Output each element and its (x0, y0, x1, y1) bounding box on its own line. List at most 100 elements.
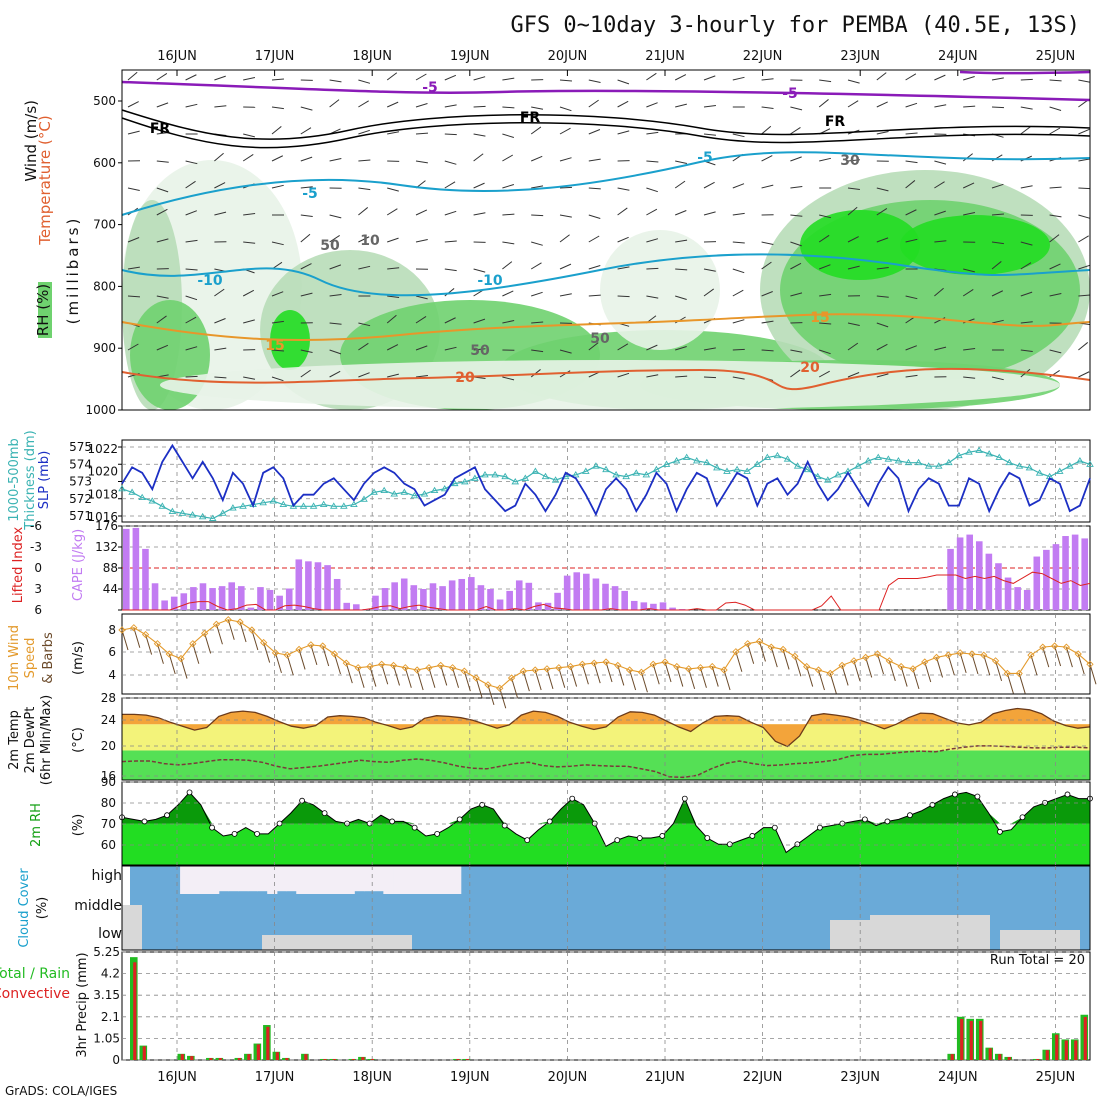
rh2m-point (210, 825, 215, 830)
cape-bar (324, 565, 331, 610)
precip-conv-bar (1046, 1050, 1049, 1060)
precip-conv-bar (247, 1054, 250, 1060)
precip-conv-bar (998, 1054, 1001, 1060)
precip-panel: 5.254.23.152.11.050 (93, 945, 1090, 1067)
cape-bar (660, 602, 667, 610)
date-label-top: 19JUN (450, 49, 490, 64)
precip-conv-bar (304, 1054, 307, 1060)
precip-label-b: Total / Rain (0, 966, 70, 982)
y-tick-label: 0 (34, 561, 42, 575)
contour-label: FR (825, 114, 846, 130)
cape-bar (631, 601, 638, 610)
precip-conv-bar (361, 1057, 364, 1060)
rh2m-point (1065, 792, 1070, 797)
cloud-high-clear (316, 866, 326, 894)
wind-barb-10m (523, 671, 529, 691)
wind-barb-10m (346, 663, 352, 683)
contour-label: 30 (840, 153, 860, 169)
precip-conv-bar (1084, 1017, 1087, 1060)
rh2m-point (682, 796, 687, 801)
wind-barb-10m (606, 662, 612, 682)
cloud-high-clear (190, 866, 200, 894)
rh2m-point (817, 825, 822, 830)
wind-barb (1078, 188, 1090, 189)
temp-label-c: (6hr Min/Max) (39, 695, 54, 785)
precip-conv-bar (1055, 1035, 1058, 1060)
precip-conv-bar (219, 1058, 222, 1060)
wind-barb-10m (724, 670, 730, 690)
date-label-top: 17JUN (255, 49, 295, 64)
cloud-high-clear (267, 866, 277, 894)
cloud-level-label: middle (74, 898, 122, 914)
wind-barb (992, 107, 1004, 108)
cloud-high-clear (180, 866, 190, 894)
wind-barb-10m (535, 670, 541, 690)
wind-barb (646, 268, 658, 269)
precip-conv-bar (1008, 1057, 1011, 1060)
slp-tick: 1018 (87, 487, 118, 501)
wind-barb-10m (818, 670, 824, 690)
contour-label: -10 (197, 273, 223, 289)
precip-conv-bar (257, 1044, 260, 1060)
y-tick-label: 90 (101, 775, 116, 789)
rh2m-point (142, 819, 147, 824)
cape-bar (1014, 587, 1021, 610)
rh2m-point (255, 831, 260, 836)
cape-bar (200, 583, 207, 610)
contour-line (960, 72, 1090, 73)
slp-tick: 1020 (87, 465, 118, 479)
thickness-line (122, 451, 1090, 519)
wind-barb-10m (559, 668, 565, 688)
wind-barb-10m (937, 657, 943, 677)
cloud-high-clear (258, 866, 268, 891)
cape-bar (966, 535, 973, 610)
cape-bar (957, 537, 964, 610)
date-label-bottom: 23JUN (840, 1070, 880, 1085)
date-label-top: 16JUN (157, 49, 197, 64)
contour-label: FR (150, 121, 171, 137)
wind-barb-10m (488, 685, 494, 705)
cloud-label-b: (%) (35, 897, 50, 920)
cape-bar (430, 583, 437, 610)
cape-bar (449, 580, 456, 610)
run-total-label: Run Total = 20 (990, 953, 1085, 968)
cape-bar (219, 586, 226, 610)
rh2m-point (840, 821, 845, 826)
cape-bar (391, 582, 398, 610)
contour-label: 50 (320, 238, 340, 254)
cloud-high-clear (325, 866, 335, 894)
wind-barb-10m (700, 668, 706, 688)
contour-label: -5 (782, 86, 798, 102)
cape-bar (296, 559, 303, 610)
cape-bar (468, 577, 475, 610)
rh2m-point (322, 811, 327, 816)
cloud-high-clear (335, 866, 345, 894)
cape-bar (286, 589, 293, 610)
rh-shade (160, 360, 1060, 410)
precip-conv-bar (970, 1021, 973, 1060)
wind-barb-10m (311, 645, 317, 665)
slp-line (122, 446, 1090, 515)
temperature-axis-label: Temperature (°C) (36, 115, 54, 245)
credit-text: GrADS: COLA/IGES (5, 1084, 117, 1098)
contour-label: -5 (697, 150, 713, 166)
y-tick-label: 28 (101, 691, 116, 705)
cape-bar (526, 583, 533, 610)
cape-bar (305, 561, 312, 610)
date-label-bottom: 25JUN (1036, 1070, 1076, 1085)
wind-barb-10m (594, 663, 600, 683)
wind-barb-10m (1090, 664, 1096, 684)
contour-label: 15 (265, 338, 284, 354)
precip-conv-bar (285, 1058, 288, 1060)
wind-barb-10m (275, 653, 281, 673)
cape-bar (123, 529, 130, 610)
wind-barb-10m (358, 668, 364, 688)
rh2m-point (457, 817, 462, 822)
y-tick-label: 24 (101, 713, 116, 727)
wind-barb-10m (972, 654, 978, 674)
rh2m-area-dark (122, 792, 1090, 823)
